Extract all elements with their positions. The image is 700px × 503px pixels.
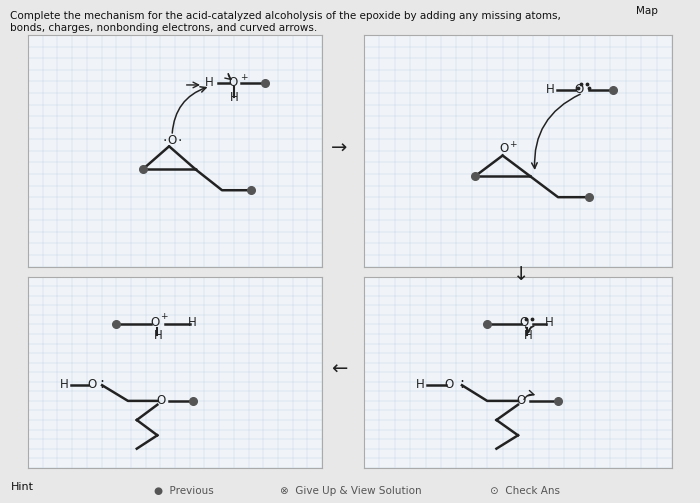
Text: O: O bbox=[500, 142, 509, 155]
Text: Map: Map bbox=[636, 6, 657, 16]
Text: H: H bbox=[230, 91, 239, 104]
Text: ⊗  Give Up & View Solution: ⊗ Give Up & View Solution bbox=[280, 486, 421, 496]
Text: O: O bbox=[574, 83, 583, 96]
Text: +: + bbox=[509, 140, 517, 149]
Text: ↓: ↓ bbox=[513, 265, 530, 284]
Text: →: → bbox=[330, 139, 347, 158]
Text: bonds, charges, nonbonding electrons, and curved arrows.: bonds, charges, nonbonding electrons, an… bbox=[10, 23, 318, 33]
Text: ·: · bbox=[162, 134, 167, 148]
Text: O: O bbox=[444, 378, 454, 390]
Text: H: H bbox=[524, 329, 533, 342]
Text: :: : bbox=[99, 376, 104, 391]
Text: O: O bbox=[517, 394, 526, 407]
Text: Complete the mechanism for the acid-catalyzed alcoholysis of the epoxide by addi: Complete the mechanism for the acid-cata… bbox=[10, 11, 561, 21]
Text: H: H bbox=[546, 83, 554, 96]
Text: O: O bbox=[168, 134, 177, 147]
Text: O: O bbox=[156, 394, 165, 407]
Text: H: H bbox=[60, 378, 69, 390]
Text: H: H bbox=[545, 316, 554, 329]
Text: O: O bbox=[88, 378, 97, 390]
Text: H: H bbox=[416, 378, 425, 390]
Text: Hint: Hint bbox=[10, 482, 34, 492]
Text: H: H bbox=[154, 329, 162, 342]
Text: ·: · bbox=[177, 134, 182, 148]
Text: ●  Previous: ● Previous bbox=[154, 486, 214, 496]
Text: H: H bbox=[204, 76, 213, 89]
Text: H: H bbox=[188, 316, 197, 329]
Text: +: + bbox=[239, 72, 247, 81]
Text: :: : bbox=[459, 376, 464, 391]
Text: O: O bbox=[228, 76, 237, 89]
Text: ⊙  Check Ans: ⊙ Check Ans bbox=[490, 486, 560, 496]
Text: O: O bbox=[150, 316, 160, 329]
Text: +: + bbox=[160, 312, 168, 321]
Text: ←: ← bbox=[330, 360, 347, 379]
Text: O: O bbox=[519, 316, 528, 329]
